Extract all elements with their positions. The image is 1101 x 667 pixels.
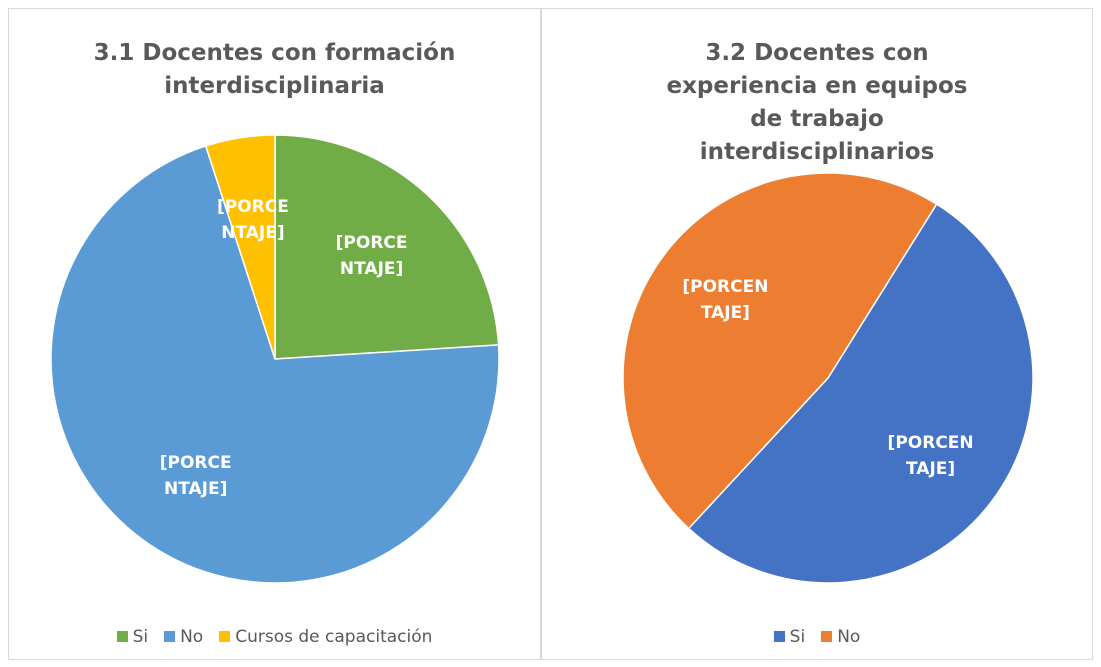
chart-title: 3.1 Docentes con formación interdiscipli…: [93, 40, 456, 99]
legend-swatch: [773, 631, 785, 642]
pie-chart: [622, 172, 1034, 584]
chart-panel: 3.2 Docentes con experiencia en equipos …: [541, 8, 1093, 660]
legend-label: Cursos de capacitación: [235, 627, 433, 647]
legend-label: Si: [789, 627, 806, 647]
pie-slice: [50, 145, 500, 584]
legend-item: Si: [773, 627, 806, 647]
data-label: [PORCENTAJE]: [216, 196, 289, 243]
legend-label: No: [837, 627, 861, 647]
legend-swatch: [219, 631, 231, 642]
legend-item: No: [164, 627, 203, 647]
pie-slice: [204, 134, 276, 360]
data-label: [PORCENTAJE]: [335, 233, 408, 280]
legend-label: No: [180, 627, 204, 647]
chart-title: 3.2 Docentes con experiencia en equipos …: [666, 40, 968, 165]
legend-swatch: [116, 631, 128, 642]
legend: Si No Cursos de capacitación: [9, 627, 540, 647]
legend-swatch: [164, 631, 176, 642]
pie-slice: [687, 203, 1034, 584]
pie-slice: [274, 134, 500, 360]
data-label: [PORCENTAJE]: [682, 276, 769, 323]
chart-panel: 3.1 Docentes con formación interdiscipli…: [8, 8, 541, 660]
data-label: [PORCENTAJE]: [887, 433, 974, 480]
pie-slice: [622, 172, 938, 530]
legend-item: Si: [116, 627, 149, 647]
legend-label: Si: [132, 627, 149, 647]
legend-swatch: [821, 631, 833, 642]
pie-chart: [50, 134, 500, 584]
legend-item: Cursos de capacitación: [219, 627, 432, 647]
legend: Si No: [542, 627, 1092, 647]
legend-item: No: [821, 627, 860, 647]
data-label: [PORCENTAJE]: [159, 452, 232, 499]
